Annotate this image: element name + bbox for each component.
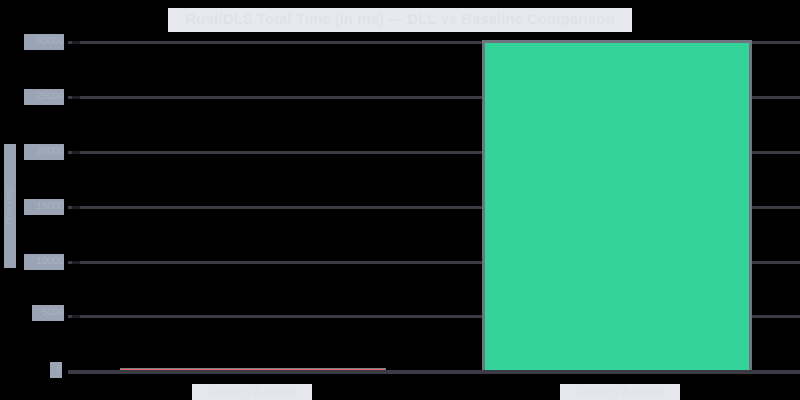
- gridline: [68, 206, 800, 209]
- x-tick-label: Category A (small): [192, 384, 312, 400]
- x-axis-line: [68, 370, 800, 374]
- y-tick-mark: [72, 151, 80, 154]
- y-tick-label: 25000: [24, 89, 64, 105]
- y-tick-label: 0: [50, 362, 62, 378]
- gridline: [68, 41, 800, 44]
- gridline: [68, 315, 800, 318]
- gridline: [68, 261, 800, 264]
- y-axis-title: Time (ms): [4, 144, 16, 268]
- y-tick-label: 10000: [24, 254, 64, 270]
- y-tick-mark: [72, 315, 80, 318]
- y-tick-mark: [72, 96, 80, 99]
- y-tick-mark: [72, 261, 80, 264]
- bar-large: [482, 40, 752, 370]
- chart-title: Rust/DLS Total Time (in ms) — DLL vs Bas…: [168, 8, 632, 32]
- gridline: [68, 96, 800, 99]
- y-tick-label: 20000: [24, 144, 64, 160]
- y-tick-label: 15000: [24, 199, 64, 215]
- y-tick-mark: [72, 41, 80, 44]
- y-tick-mark: [72, 206, 80, 209]
- y-tick-label: 5000: [32, 305, 64, 321]
- y-tick-label: 30000: [24, 34, 64, 50]
- x-tick-label: Category B (large): [560, 384, 680, 400]
- gridline: [68, 151, 800, 154]
